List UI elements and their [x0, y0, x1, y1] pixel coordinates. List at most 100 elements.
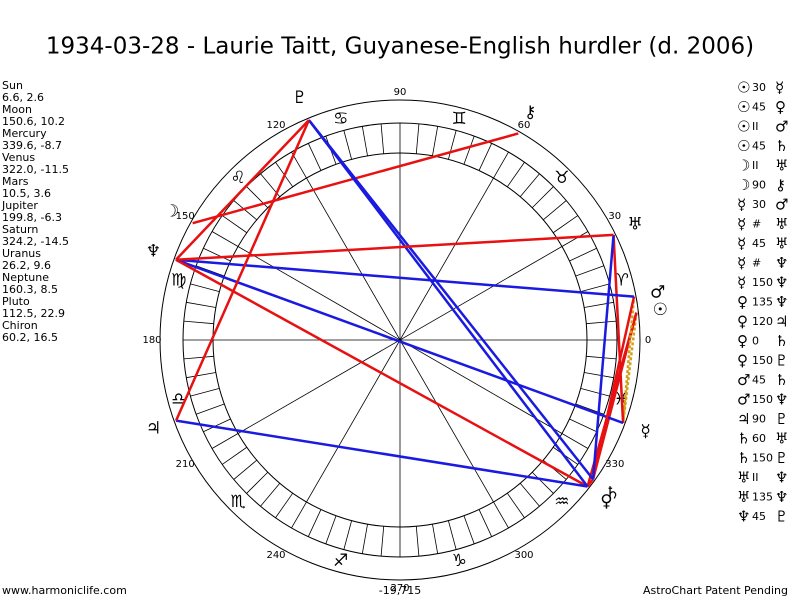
- sign-glyph: ♎: [171, 389, 186, 409]
- degree-tick: [233, 200, 258, 221]
- degree-tick: [361, 524, 368, 554]
- degree-tick: [190, 283, 220, 292]
- aspect-line: [307, 119, 595, 480]
- aspect-planet: ♂: [775, 196, 788, 214]
- degree-tick: [203, 247, 231, 262]
- aspect-line: [175, 233, 614, 262]
- aspect-planet: ♆: [775, 274, 788, 292]
- planet-name: Saturn: [2, 223, 38, 236]
- aspect-type: 0: [752, 335, 759, 348]
- sign-glyph: ♒: [554, 492, 569, 512]
- aspect-planet: ☿: [737, 274, 746, 292]
- planet-glyph: ☿: [640, 421, 650, 441]
- degree-tick: [448, 130, 457, 160]
- degree-label: 330: [605, 459, 624, 470]
- aspect-line: [612, 234, 625, 424]
- planet-name: Sun: [2, 79, 23, 92]
- degree-tick: [493, 501, 509, 529]
- outer-circle: [159, 99, 641, 581]
- house-line: [237, 246, 563, 434]
- aspect-planet: ☿: [737, 196, 746, 214]
- degree-tick: [506, 162, 525, 188]
- aspect-type: 150: [752, 354, 773, 367]
- aspect-type: 150: [752, 276, 773, 289]
- degree-tick: [493, 151, 509, 179]
- planet-position: 160.3, 8.5: [2, 283, 58, 296]
- aspect-planet: ☽: [737, 176, 750, 194]
- aspect-planet: ♅: [775, 235, 788, 253]
- chart-title: 1934-03-28 - Laurie Taitt, Guyanese-Engl…: [46, 34, 754, 60]
- degree-tick: [222, 215, 248, 234]
- aspect-type: 90: [752, 413, 766, 426]
- degree-tick: [211, 231, 239, 247]
- aspect-line: [307, 119, 589, 488]
- aspect-planet: ♇: [775, 352, 788, 370]
- aspect-planet: ⚷: [775, 176, 786, 194]
- aspect-planet: ☿: [737, 254, 746, 272]
- planet-glyph: ♇: [292, 88, 307, 108]
- degree-tick: [233, 459, 258, 480]
- aspect-planet: ♇: [775, 449, 788, 467]
- degree-tick: [580, 283, 610, 292]
- aspect-planet: ♃: [737, 410, 750, 428]
- degree-tick: [291, 501, 307, 529]
- aspect-type: 90: [752, 179, 766, 192]
- degree-label: 120: [266, 120, 285, 131]
- footer-right: AstroChart Patent Pending: [643, 584, 788, 597]
- degree-tick: [325, 515, 337, 545]
- degree-tick: [380, 526, 385, 557]
- aspect-type: 30: [752, 198, 766, 211]
- sign-glyph: ♌: [230, 168, 245, 188]
- aspect-planet: ♄: [775, 137, 788, 155]
- sign-glyph: ♐: [333, 551, 348, 571]
- aspect-planet: ☉: [737, 79, 750, 97]
- aspect-type: 150: [752, 452, 773, 465]
- degree-tick: [478, 509, 493, 537]
- aspect-type: II: [752, 471, 759, 484]
- degree-tick: [552, 215, 578, 234]
- aspect-planet: ♂: [737, 371, 750, 389]
- degree-tick: [307, 143, 322, 171]
- degree-tick: [586, 320, 617, 325]
- degree-tick: [343, 520, 352, 550]
- aspect-planet: ♅: [775, 157, 788, 175]
- degree-tick: [186, 301, 216, 308]
- aspect-type: II: [752, 159, 759, 172]
- planet-name: Chiron: [2, 319, 38, 332]
- degree-tick: [463, 515, 475, 545]
- degree-tick: [561, 231, 589, 247]
- planet-position: 112.5, 22.9: [2, 307, 65, 320]
- planet-glyph: ♄: [605, 483, 620, 503]
- aspect-planet: ♀: [775, 98, 786, 116]
- degree-tick: [415, 526, 420, 557]
- planet-glyph: ♀: [600, 491, 612, 511]
- aspect-line: [621, 296, 636, 424]
- aspect-line: [621, 312, 638, 424]
- aspect-planet: ♄: [775, 371, 788, 389]
- sign-glyph: ♏: [230, 492, 245, 512]
- planet-name: Jupiter: [1, 199, 38, 212]
- degree-label: 150: [176, 211, 195, 222]
- planet-name: Venus: [2, 151, 35, 164]
- aspect-type: 45: [752, 237, 766, 250]
- degree-tick: [542, 200, 567, 221]
- aspect-planet: ☿: [775, 79, 784, 97]
- degree-tick: [561, 433, 589, 449]
- planet-position: 10.5, 3.6: [2, 187, 51, 200]
- planet-position: 322.0, -11.5: [2, 163, 69, 176]
- aspect-line: [174, 119, 311, 422]
- degree-tick: [584, 372, 614, 379]
- degree-tick: [361, 126, 368, 156]
- degree-label: 90: [394, 87, 407, 98]
- aspect-line: [591, 296, 636, 480]
- degree-tick: [569, 418, 597, 433]
- aspect-planet: ☿: [737, 235, 746, 253]
- degree-tick: [195, 403, 225, 415]
- aspect-planet: ♆: [775, 488, 788, 506]
- aspect-line: [591, 234, 615, 480]
- aspect-planet: ☉: [737, 118, 750, 136]
- aspect-line: [175, 258, 624, 425]
- planet-name: Mercury: [2, 127, 47, 140]
- degree-tick: [519, 482, 540, 507]
